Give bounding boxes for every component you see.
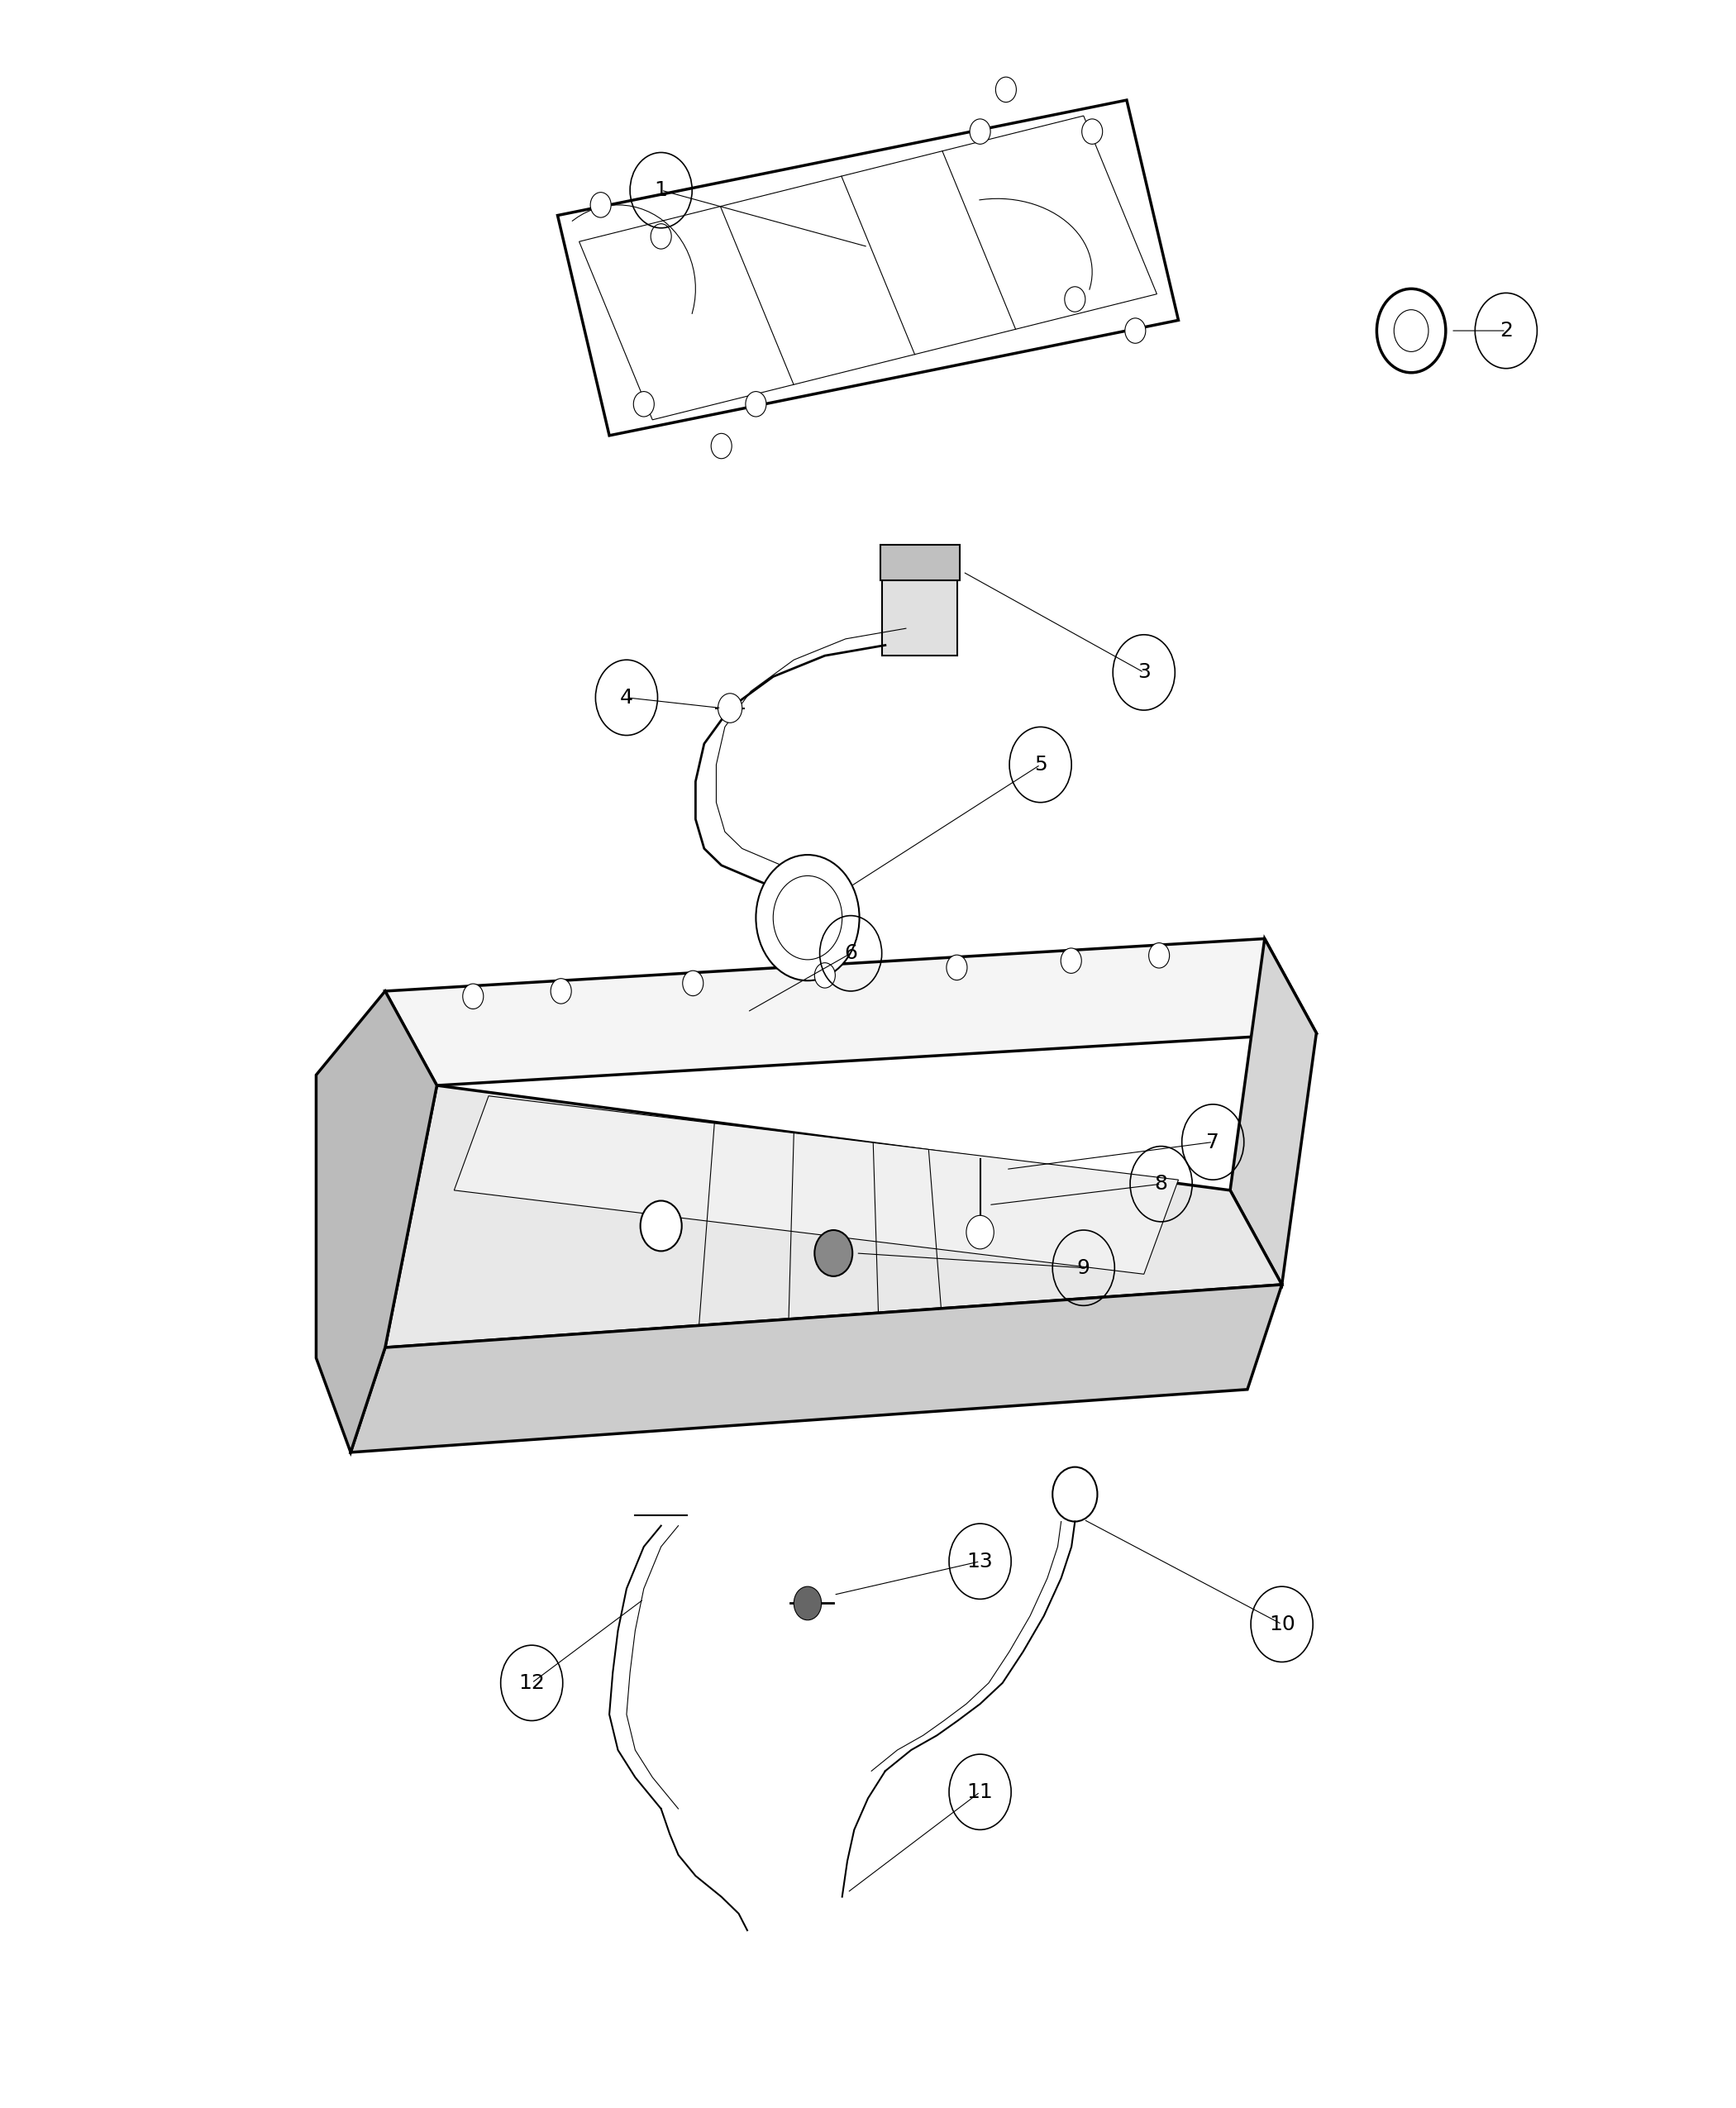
Text: 2: 2 [1500, 320, 1512, 341]
Circle shape [590, 192, 611, 217]
Circle shape [1082, 118, 1102, 143]
Circle shape [1125, 318, 1146, 344]
Text: 12: 12 [519, 1674, 545, 1693]
Text: 11: 11 [967, 1781, 993, 1802]
Text: 13: 13 [967, 1551, 993, 1570]
Circle shape [814, 963, 835, 989]
Polygon shape [385, 1086, 1281, 1347]
Circle shape [1061, 949, 1082, 974]
Circle shape [641, 1202, 682, 1250]
Circle shape [712, 434, 733, 460]
Circle shape [1149, 942, 1170, 968]
Text: 5: 5 [1035, 755, 1047, 774]
Text: 3: 3 [1137, 662, 1151, 683]
FancyBboxPatch shape [882, 573, 958, 656]
Circle shape [814, 1231, 852, 1275]
Circle shape [946, 955, 967, 980]
Text: 10: 10 [1269, 1615, 1295, 1634]
Text: 7: 7 [1207, 1132, 1219, 1151]
Polygon shape [455, 1096, 1179, 1273]
Circle shape [651, 223, 672, 249]
Text: 9: 9 [1076, 1258, 1090, 1277]
Polygon shape [316, 991, 437, 1452]
Polygon shape [385, 938, 1316, 1086]
Circle shape [996, 78, 1016, 101]
Circle shape [970, 118, 991, 143]
Circle shape [967, 1216, 995, 1248]
Text: 8: 8 [1154, 1174, 1168, 1193]
Circle shape [1064, 287, 1085, 312]
Circle shape [634, 392, 654, 417]
Circle shape [793, 1587, 821, 1621]
Circle shape [755, 856, 859, 980]
Text: 1: 1 [654, 181, 668, 200]
Polygon shape [1231, 938, 1316, 1284]
Circle shape [682, 970, 703, 995]
Circle shape [719, 694, 741, 723]
Circle shape [550, 978, 571, 1003]
Text: 4: 4 [620, 687, 634, 708]
Text: 6: 6 [844, 944, 858, 963]
Polygon shape [351, 1284, 1281, 1452]
Circle shape [745, 392, 766, 417]
Circle shape [464, 984, 483, 1010]
FancyBboxPatch shape [880, 544, 960, 580]
